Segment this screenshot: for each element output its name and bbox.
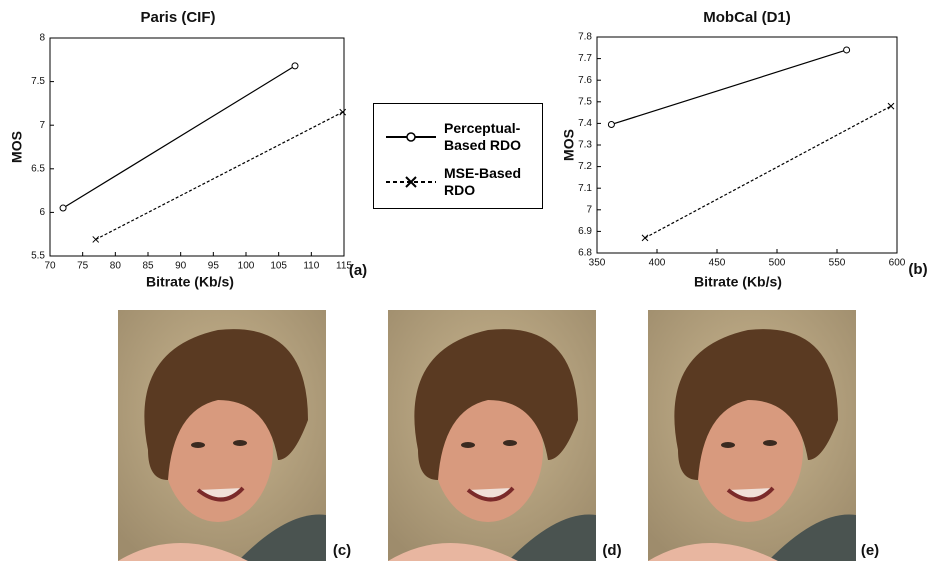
legend-symbols xyxy=(386,132,436,188)
photo-mouth xyxy=(466,486,515,502)
panel-label: (c) xyxy=(333,542,351,559)
data-line xyxy=(62,65,296,209)
data-line xyxy=(644,105,892,239)
x-tick-label: 600 xyxy=(889,258,906,269)
marker xyxy=(291,62,299,70)
legend-marker xyxy=(406,132,416,142)
photo-hair xyxy=(144,329,308,480)
plot-frame xyxy=(596,36,898,254)
y-tick-label: 7 xyxy=(586,204,592,215)
x-axis-label: Bitrate (Kb/s) xyxy=(146,274,234,290)
photo-eye xyxy=(233,440,247,446)
y-tick-label: 7.2 xyxy=(578,161,592,172)
x-tick-label: 450 xyxy=(709,258,726,269)
photo-neck xyxy=(118,543,248,561)
marker xyxy=(92,236,100,243)
marker xyxy=(339,108,347,116)
legend-entry: MSE-Based RDO xyxy=(444,165,522,198)
panel-label: (a) xyxy=(349,262,367,279)
legend-entry: Perceptual-Based RDO xyxy=(444,120,522,153)
marker xyxy=(641,234,649,242)
legend: Perceptual-Based RDO MSE-Based RDO xyxy=(373,103,543,209)
x-tick-label: 75 xyxy=(77,261,89,272)
photo-eye xyxy=(191,442,205,448)
y-tick-label: 7.7 xyxy=(578,53,592,64)
x-axis-label: Bitrate (Kb/s) xyxy=(694,274,782,290)
photo-eye xyxy=(461,442,475,448)
panel-label: (d) xyxy=(602,542,621,559)
y-tick-label: 6 xyxy=(39,207,45,218)
photo-mouth xyxy=(726,486,775,502)
x-tick-label: 115 xyxy=(336,261,352,272)
y-tick-label: 6.8 xyxy=(578,248,592,259)
y-tick-label: 7.6 xyxy=(578,75,592,86)
y-tick-label: 6.5 xyxy=(31,163,45,174)
photo-eye xyxy=(763,440,777,446)
chart-title: Paris (CIF) xyxy=(140,9,215,26)
images xyxy=(118,310,856,561)
y-tick-label: 7.4 xyxy=(578,118,592,129)
y-tick-label: 7.5 xyxy=(578,96,592,107)
x-tick-label: 100 xyxy=(238,261,255,272)
y-tick-label: 7 xyxy=(39,120,45,131)
x-tick-label: 105 xyxy=(270,261,287,272)
y-tick-label: 7.8 xyxy=(578,32,592,43)
x-tick-label: 70 xyxy=(44,261,56,272)
x-tick-label: 500 xyxy=(769,258,786,269)
y-tick-label: 5.5 xyxy=(31,251,45,262)
x-tick-label: 350 xyxy=(589,258,606,269)
marker xyxy=(887,102,895,110)
y-tick-label: 7.5 xyxy=(31,76,45,87)
panel-label: (b) xyxy=(908,261,927,278)
x-tick-label: 85 xyxy=(142,261,154,272)
y-axis-label: MOS xyxy=(9,131,25,163)
x-tick-label: 550 xyxy=(829,258,846,269)
y-tick-label: 7.3 xyxy=(578,140,592,151)
chart-title: MobCal (D1) xyxy=(703,9,791,26)
plot-frame xyxy=(49,37,345,257)
photo-eye xyxy=(503,440,517,446)
photo-hair xyxy=(674,329,838,480)
y-axis-label: MOS xyxy=(561,129,577,161)
x-tick-label: 90 xyxy=(175,261,187,272)
y-tick-label: 8 xyxy=(39,33,45,44)
photo-hair xyxy=(414,329,578,480)
marker xyxy=(607,120,615,128)
legend-marker xyxy=(405,176,417,188)
data-line xyxy=(611,49,847,126)
y-tick-label: 7.1 xyxy=(578,183,592,194)
marker xyxy=(59,204,67,212)
x-tick-label: 110 xyxy=(303,261,319,272)
panel-label: (e) xyxy=(861,542,879,559)
photo-neck xyxy=(388,543,518,561)
y-tick-label: 6.9 xyxy=(578,226,592,237)
x-tick-label: 95 xyxy=(208,261,220,272)
photo-mouth xyxy=(196,486,245,502)
photo-shoulder xyxy=(508,514,596,561)
x-tick-label: 80 xyxy=(110,261,122,272)
photo-neck xyxy=(648,543,778,561)
photo-shoulder xyxy=(238,514,326,561)
data-line xyxy=(95,111,343,240)
photo-shoulder xyxy=(768,514,856,561)
x-tick-label: 400 xyxy=(649,258,666,269)
marker xyxy=(843,46,851,54)
photo-eye xyxy=(721,442,735,448)
